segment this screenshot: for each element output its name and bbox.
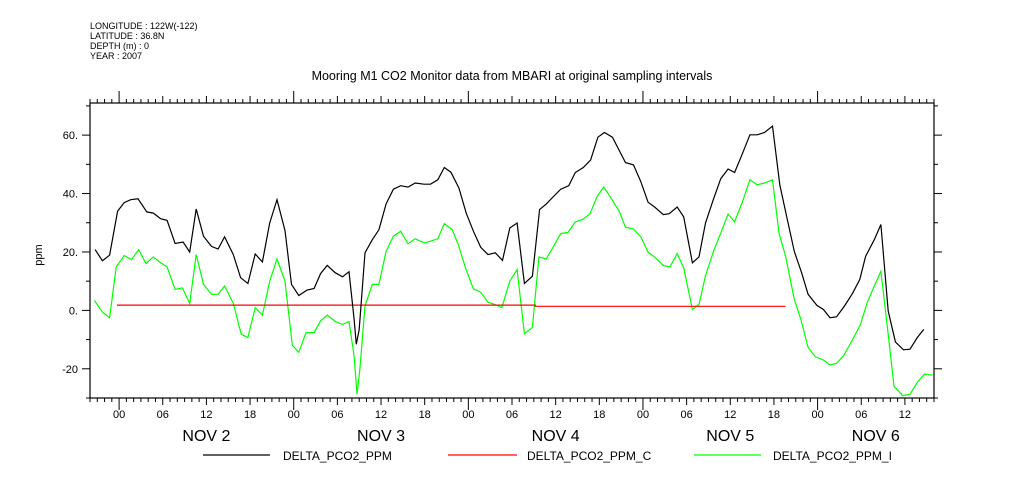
y-axis-label: ppm [33,244,45,265]
series-line-delta-pco2-ppm [94,124,925,351]
x-tick-label: 12 [724,409,736,421]
x-tick-label: 06 [506,409,518,421]
y-tick-label: 40. [63,189,78,201]
x-tick-label: 00 [462,409,474,421]
legend-label: DELTA_PCO2_PPM_C [527,449,652,463]
depth-label: DEPTH (m) : 0 [90,41,149,51]
y-tick-label: -20 [62,364,78,376]
x-tick-label: 00 [811,409,823,421]
x-tick-label: 18 [768,409,780,421]
x-tick-label: 12 [375,409,387,421]
day-label: NOV 3 [357,428,405,445]
x-tick-label: 06 [855,409,867,421]
day-label: NOV 2 [182,428,230,445]
chart-title: Mooring M1 CO2 Monitor data from MBARI a… [312,69,713,83]
day-label: NOV 4 [532,428,580,445]
y-tick-label: 60. [63,130,78,142]
day-label: NOV 5 [706,428,754,445]
legend-label: DELTA_PCO2_PPM_I [773,449,892,463]
x-tick-label: 12 [200,409,212,421]
plot-frame [89,102,935,399]
x-tick-label: 18 [244,409,256,421]
header-info: LONGITUDE : 122W(-122) LATITUDE : 36.8N … [90,21,198,61]
y-tick-label: 0. [69,305,78,317]
latitude-label: LATITUDE : 36.8N [90,31,164,41]
x-tick-label: 00 [288,409,300,421]
x-tick-label: 12 [550,409,562,421]
series-line-delta-pco2-ppm-c [116,304,786,307]
x-tick-label: 06 [157,409,169,421]
day-label: NOV 6 [852,428,900,445]
legend-label: DELTA_PCO2_PPM [283,449,392,463]
x-tick-label: 00 [113,409,125,421]
x-tick-label: 06 [680,409,692,421]
axes: 00 06 12 18 00 06 12 18 00 06 12 18 00 06 12 18 00 06 12 NO… [62,91,942,445]
y-tick-label: 20. [63,247,78,259]
x-tick-label: 18 [419,409,431,421]
x-tick-label: 06 [331,409,343,421]
x-tick-label: 18 [593,409,605,421]
plot-area [93,124,933,397]
legend: DELTA_PCO2_PPM DELTA_PCO2_PPM_C DELTA_PCO2… [203,449,892,463]
series-line-delta-pco2-ppm-i [93,178,933,397]
x-tick-label: 00 [637,409,649,421]
year-label: YEAR : 2007 [90,51,142,61]
longitude-label: LONGITUDE : 122W(-122) [90,21,198,31]
x-tick-label: 12 [899,409,911,421]
